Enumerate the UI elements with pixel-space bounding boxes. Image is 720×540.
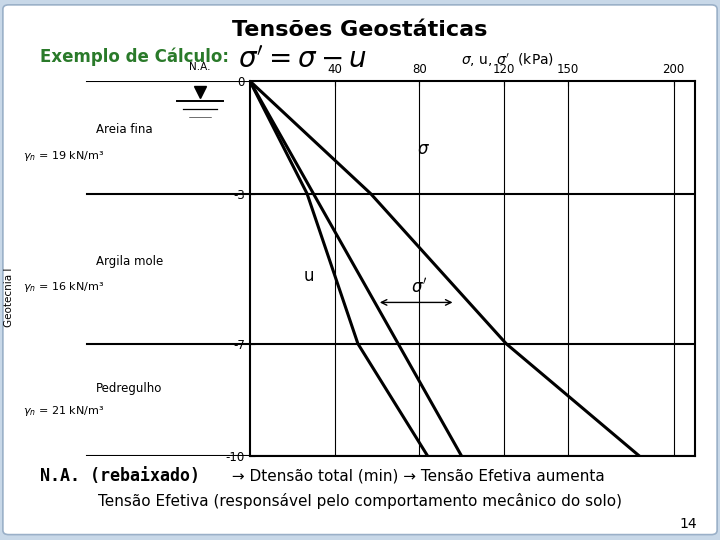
Text: → Dtensão total (min) → Tensão Efetiva aumenta: → Dtensão total (min) → Tensão Efetiva a… — [227, 469, 605, 484]
Text: Pedregulho: Pedregulho — [96, 382, 162, 395]
Text: $\gamma_n$ = 16 kN/m³: $\gamma_n$ = 16 kN/m³ — [23, 280, 104, 294]
Text: $\gamma_n$ = 19 kN/m³: $\gamma_n$ = 19 kN/m³ — [23, 149, 104, 163]
Text: $\sigma$, u, $\sigma'$  (kPa): $\sigma$, u, $\sigma'$ (kPa) — [461, 52, 554, 69]
Text: Argila mole: Argila mole — [96, 255, 163, 268]
Text: 14: 14 — [680, 517, 697, 531]
Text: $\sigma$: $\sigma$ — [417, 139, 430, 158]
Text: u: u — [304, 267, 315, 285]
Text: $\sigma' = \sigma - u$: $\sigma' = \sigma - u$ — [238, 47, 367, 74]
Text: N.A. (rebaixado): N.A. (rebaixado) — [40, 467, 199, 485]
Text: Geotecnia I: Geotecnia I — [4, 267, 14, 327]
FancyBboxPatch shape — [3, 5, 717, 535]
Text: Exemplo de Cálculo:: Exemplo de Cálculo: — [40, 48, 229, 66]
Text: Tensão Efetiva (responsável pelo comportamento mecânico do solo): Tensão Efetiva (responsável pelo comport… — [98, 493, 622, 509]
Text: $\sigma'$: $\sigma'$ — [411, 278, 428, 297]
Text: $\gamma_n$ = 21 kN/m³: $\gamma_n$ = 21 kN/m³ — [23, 404, 104, 418]
Text: Tensões Geostáticas: Tensões Geostáticas — [233, 19, 487, 40]
Text: Areia fina: Areia fina — [96, 123, 152, 136]
Text: N.A.: N.A. — [189, 62, 211, 72]
